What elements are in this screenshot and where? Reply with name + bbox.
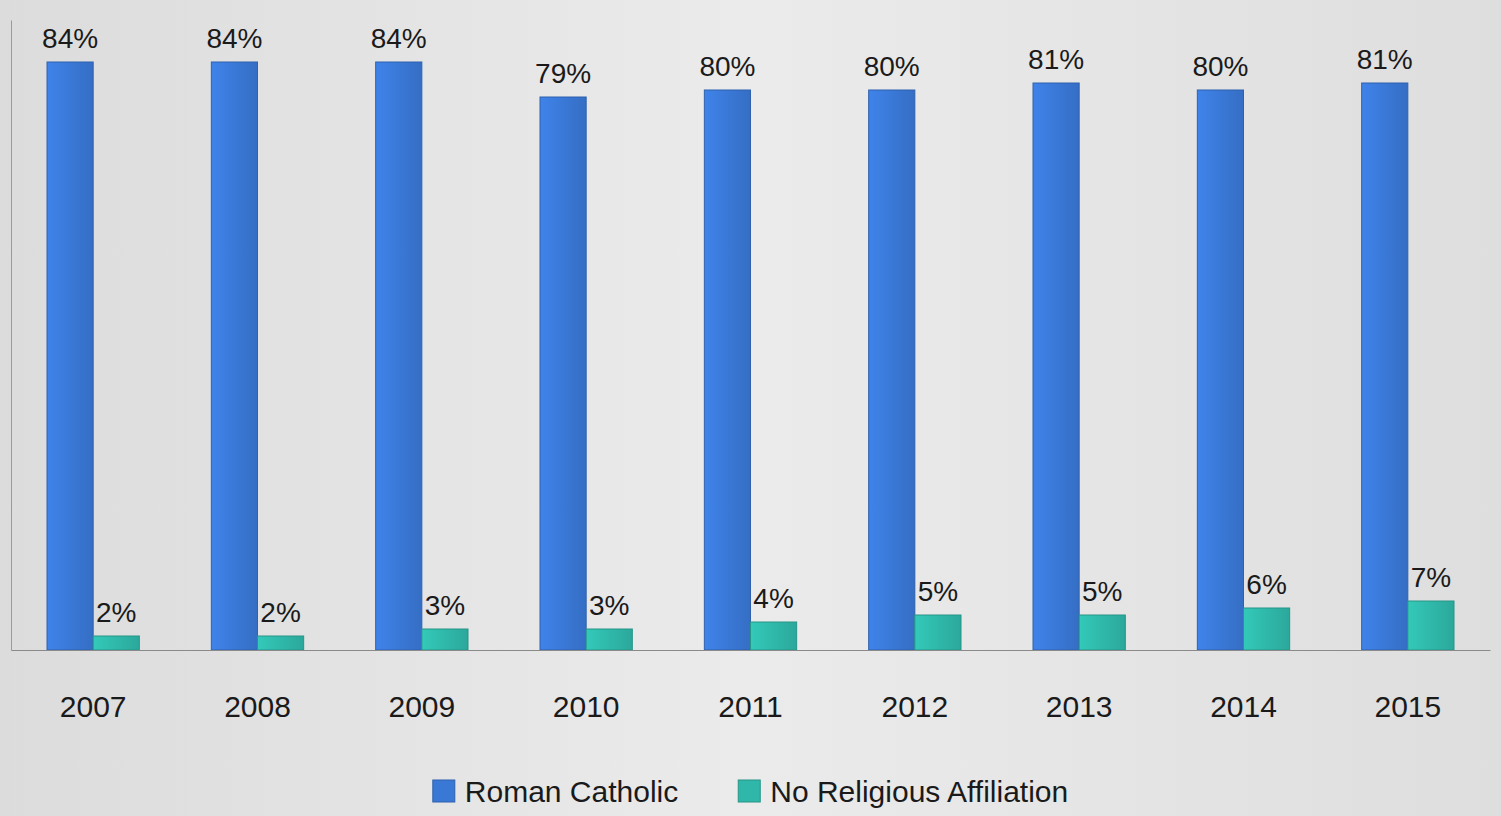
bar bbox=[211, 62, 257, 650]
y-axis bbox=[11, 21, 12, 651]
bar bbox=[540, 97, 586, 650]
x-tick-label: 2010 bbox=[553, 690, 620, 723]
bar bbox=[586, 629, 632, 650]
bar bbox=[258, 636, 304, 650]
bar bbox=[422, 629, 468, 650]
bars bbox=[47, 62, 1454, 650]
legend: Roman Catholic No Religious Affiliation bbox=[433, 775, 1068, 808]
legend-label: Roman Catholic bbox=[465, 775, 678, 808]
x-tick-label: 2015 bbox=[1374, 690, 1441, 723]
data-labels: 84% 84% 84% 79% 80% 80% 81% 80% 81% 2% 2% 3% 3% 4% 5% 5… bbox=[42, 23, 1451, 628]
x-tick-label: 2012 bbox=[881, 690, 948, 723]
data-label: 6% bbox=[1246, 569, 1286, 600]
data-label: 3% bbox=[425, 590, 465, 621]
data-label: 81% bbox=[1028, 44, 1084, 75]
legend-label: No Religious Affiliation bbox=[770, 775, 1068, 808]
x-tick-label: 2013 bbox=[1046, 690, 1113, 723]
x-tick: 2010 bbox=[553, 650, 620, 723]
data-label: 2% bbox=[260, 597, 300, 628]
legend-swatch bbox=[433, 780, 455, 802]
x-tick-label: 2009 bbox=[388, 690, 455, 723]
x-tick: 2012 bbox=[881, 650, 948, 723]
legend-item: No Religious Affiliation bbox=[738, 775, 1068, 808]
bar bbox=[1244, 608, 1290, 650]
x-tick-label: 2011 bbox=[718, 690, 783, 723]
data-label: 84% bbox=[371, 23, 427, 54]
x-tick: 2007 bbox=[60, 650, 127, 723]
data-label: 5% bbox=[918, 576, 958, 607]
x-tick-label: 2007 bbox=[60, 690, 127, 723]
legend-swatch bbox=[738, 780, 760, 802]
data-label: 5% bbox=[1082, 576, 1122, 607]
y-axis-line bbox=[11, 21, 12, 651]
bar bbox=[1362, 83, 1408, 650]
x-tick: 2013 bbox=[1046, 650, 1113, 723]
data-label: 3% bbox=[589, 590, 629, 621]
bar bbox=[1033, 83, 1079, 650]
data-label: 81% bbox=[1357, 44, 1413, 75]
bar bbox=[915, 615, 961, 650]
background bbox=[0, 0, 1501, 816]
data-label: 2% bbox=[96, 597, 136, 628]
data-label: 80% bbox=[864, 51, 920, 82]
data-label: 4% bbox=[753, 583, 793, 614]
bar bbox=[1079, 615, 1125, 650]
x-tick: 2015 bbox=[1374, 650, 1441, 723]
data-label: 79% bbox=[535, 58, 591, 89]
x-axis-line bbox=[12, 650, 1491, 651]
x-tick: 2009 bbox=[388, 650, 455, 723]
data-label: 7% bbox=[1411, 562, 1451, 593]
x-axis: 2007 2008 2009 2010 2011 2012 2013 2014 2015 bbox=[12, 650, 1491, 723]
bar bbox=[376, 62, 422, 650]
data-label: 80% bbox=[1192, 51, 1248, 82]
data-label: 80% bbox=[699, 51, 755, 82]
bar bbox=[1408, 601, 1454, 650]
x-tick: 2011 bbox=[718, 650, 783, 723]
bar bbox=[704, 90, 750, 650]
bar bbox=[751, 622, 797, 650]
legend-item: Roman Catholic bbox=[433, 775, 678, 808]
chart: 20072008200920102011201220132014201584%8… bbox=[0, 0, 1501, 816]
x-tick: 2014 bbox=[1210, 650, 1277, 723]
bar bbox=[47, 62, 93, 650]
x-tick-label: 2014 bbox=[1210, 690, 1277, 723]
data-label: 84% bbox=[42, 23, 98, 54]
x-tick-label: 2008 bbox=[224, 690, 291, 723]
bar bbox=[93, 636, 139, 650]
data-label: 84% bbox=[206, 23, 262, 54]
x-tick: 2008 bbox=[224, 650, 291, 723]
bar bbox=[869, 90, 915, 650]
bar bbox=[1197, 90, 1243, 650]
